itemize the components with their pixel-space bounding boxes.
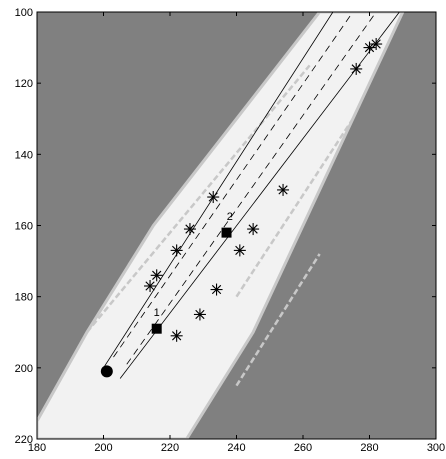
asterisk-marker-2	[170, 244, 183, 257]
y-tick-label-6: 220	[15, 434, 33, 446]
asterisk-marker-4	[144, 279, 157, 292]
asterisk-marker-12	[363, 41, 376, 54]
y-tick-label-0: 100	[15, 7, 33, 19]
x-tick-label-6: 300	[427, 442, 445, 454]
point-label-2: 2	[227, 211, 233, 223]
x-tick-label-0: 180	[28, 442, 46, 454]
y-tick-label-4: 180	[15, 292, 33, 304]
road-region	[37, 12, 405, 439]
point-label-1: 1	[154, 307, 160, 319]
asterisk-marker-0	[207, 191, 220, 204]
y-tick-label-2: 140	[15, 149, 33, 161]
square-marker-0	[151, 323, 162, 334]
asterisk-marker-1	[183, 223, 196, 236]
dashed-line-0	[113, 12, 354, 358]
asterisk-marker-11	[350, 62, 363, 75]
solid-line-1	[119, 12, 400, 379]
asterisk-marker-10	[170, 329, 183, 342]
asterisk-marker-8	[210, 283, 223, 296]
x-tick-label-1: 200	[94, 442, 112, 454]
asterisk-marker-5	[277, 183, 290, 196]
x-tick-label-4: 260	[294, 442, 312, 454]
asterisk-marker-13	[370, 38, 383, 51]
x-tick-label-3: 240	[227, 442, 245, 454]
asterisk-marker-3	[150, 269, 163, 282]
x-tick-label-5: 280	[360, 442, 378, 454]
circle-marker-0	[100, 365, 113, 378]
y-tick-label-1: 120	[15, 78, 33, 90]
square-marker-1	[221, 227, 232, 238]
solid-line-0	[103, 12, 334, 369]
asterisk-marker-9	[193, 308, 206, 321]
asterisk-marker-6	[247, 223, 260, 236]
y-tick-label-3: 160	[15, 221, 33, 233]
y-tick-label-5: 200	[15, 363, 33, 375]
asterisk-marker-7	[233, 244, 246, 257]
x-tick-label-2: 220	[161, 442, 179, 454]
streak-0	[85, 64, 311, 334]
streak-2	[235, 253, 321, 387]
